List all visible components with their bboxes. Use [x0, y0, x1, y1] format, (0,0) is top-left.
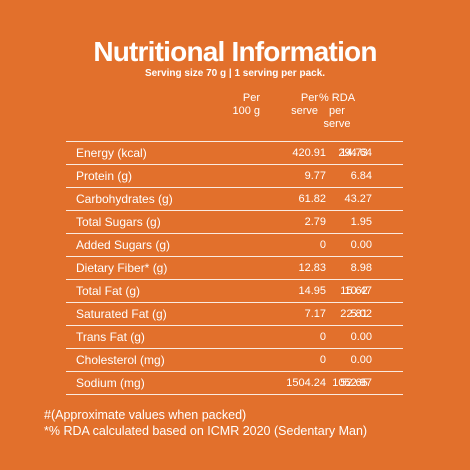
table-row: Saturated Fat (g) 7.17 5.02 22.81 [66, 303, 403, 326]
value-per-100g: 0 [319, 354, 326, 366]
nutrient-label: Dietary Fiber* (g) [76, 261, 168, 275]
value-per-serve: 1.95 [350, 216, 372, 228]
value-per-serve: 10.47 [344, 285, 372, 297]
serving-info: Serving size 70 g | 1 serving per pack. [144, 68, 326, 79]
value-rda: 52.65 [340, 377, 368, 389]
value-per-serve: 8.98 [350, 262, 372, 274]
value-per-serve: 294.64 [338, 147, 372, 159]
nutrient-label: Total Sugars (g) [76, 215, 161, 229]
nutrient-label: Total Fat (g) [76, 284, 141, 298]
table-row: Total Sugars (g) 2.79 1.95 [66, 211, 403, 234]
column-header-per-serve: Per serve [291, 92, 318, 117]
value-per-100g: 420.91 [292, 147, 326, 159]
nutrition-table: Energy (kcal) 420.91 294.64 14.73 Protei… [66, 141, 403, 395]
column-header-rda: % RDA per serve [318, 92, 356, 130]
nutrient-label: Saturated Fat (g) [76, 307, 167, 321]
value-rda: 22.81 [340, 308, 368, 320]
value-per-serve: 6.84 [350, 170, 372, 182]
nutrient-label: Energy (kcal) [76, 146, 147, 160]
value-per-serve: 1052.97 [332, 377, 372, 389]
nutrient-label: Carbohydrates (g) [76, 192, 173, 206]
value-per-100g: 1504.24 [286, 377, 326, 389]
table-row: Energy (kcal) 420.91 294.64 14.73 [66, 142, 403, 165]
nutrient-label: Sodium (mg) [76, 376, 145, 390]
footnote-rda: *% RDA calculated based on ICMR 2020 (Se… [44, 424, 368, 438]
table-row: Trans Fat (g) 0 0.00 [66, 326, 403, 349]
value-per-100g: 0 [319, 239, 326, 251]
footnote-approximate: #(Approximate values when packed) [44, 408, 247, 422]
page-title: Nutritional Information [93, 36, 377, 67]
nutrient-label: Protein (g) [76, 169, 133, 183]
table-row: Dietary Fiber* (g) 12.83 8.98 [66, 257, 403, 280]
table-row: Cholesterol (mg) 0 0.00 [66, 349, 403, 372]
value-per-serve: 0.00 [350, 331, 372, 343]
footnotes: #(Approximate values when packed) *% RDA… [44, 407, 367, 439]
value-per-100g: 7.17 [304, 308, 326, 320]
value-rda: 15.62 [340, 285, 368, 297]
nutrient-label: Added Sugars (g) [76, 238, 171, 252]
table-row: Sodium (mg) 1504.24 1052.97 52.65 [66, 372, 403, 395]
table-row: Protein (g) 9.77 6.84 [66, 165, 403, 188]
value-rda: 14.73 [340, 147, 368, 159]
value-per-100g: 2.79 [304, 216, 326, 228]
table-row: Total Fat (g) 14.95 10.47 15.62 [66, 280, 403, 303]
value-per-serve: 0.00 [350, 239, 372, 251]
nutrient-label: Trans Fat (g) [76, 330, 145, 344]
value-per-serve: 43.27 [344, 193, 372, 205]
table-row: Carbohydrates (g) 61.82 43.27 [66, 188, 403, 211]
nutrient-label: Cholesterol (mg) [76, 353, 165, 367]
value-per-100g: 9.77 [304, 170, 326, 182]
value-per-100g: 14.95 [298, 285, 326, 297]
column-header-per-100g: Per 100 g [232, 92, 260, 117]
value-per-serve: 5.02 [350, 308, 372, 320]
value-per-serve: 0.00 [350, 354, 372, 366]
table-row: Added Sugars (g) 0 0.00 [66, 234, 403, 257]
value-per-100g: 0 [319, 331, 326, 343]
value-per-100g: 12.83 [298, 262, 326, 274]
value-per-100g: 61.82 [298, 193, 326, 205]
